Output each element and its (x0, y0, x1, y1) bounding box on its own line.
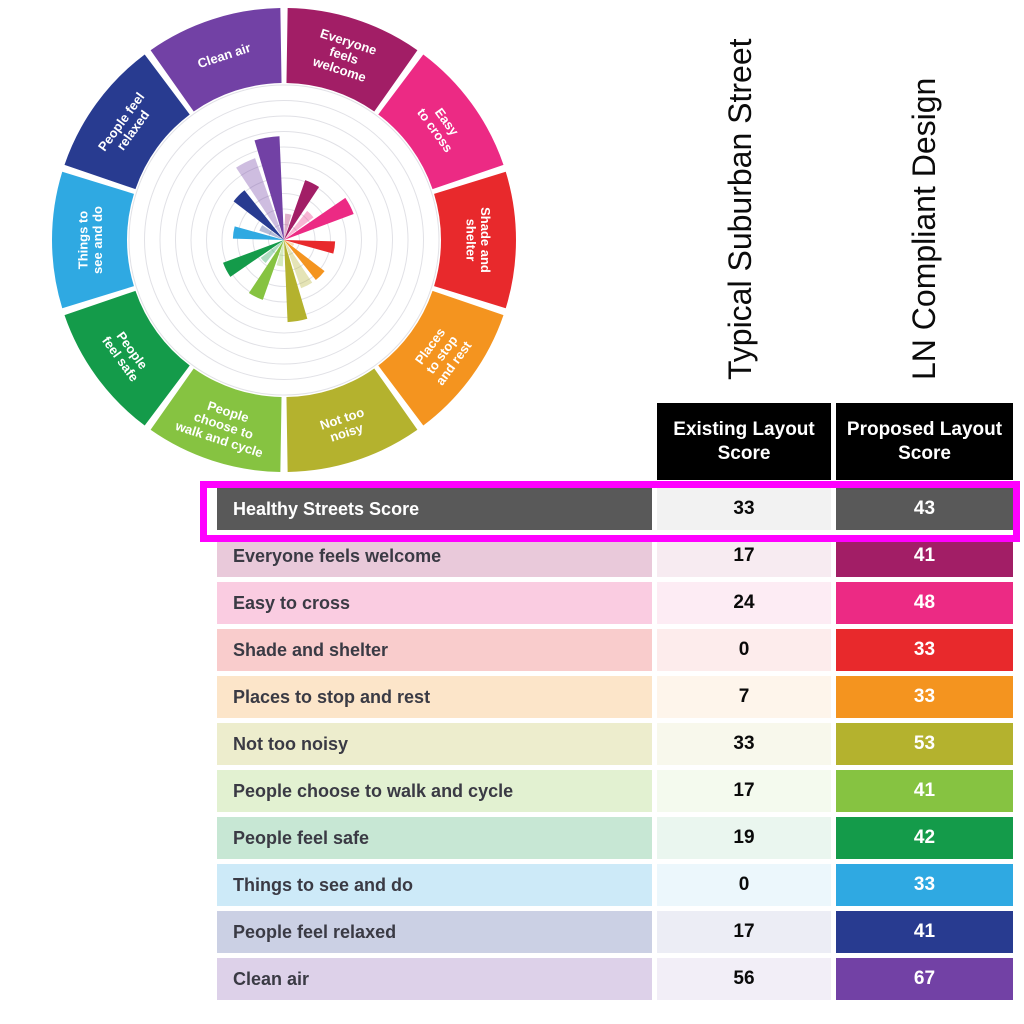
wheel-bar-proposed-people-feel-safe (223, 240, 284, 277)
row-label-shade-and-shelter: Shade and shelter (217, 629, 652, 671)
wheel-bar-existing-everyone-feels-welcome (284, 213, 292, 240)
wheel-segment-everyone-feels-welcome (286, 8, 418, 112)
wheel-segment-things-to-see-and-do (52, 171, 134, 309)
wheel-bar-proposed-things-to-see-and-do (232, 226, 284, 240)
row-label-people-choose-to-walk-and-cycle: People choose to walk and cycle (217, 770, 652, 812)
proposed-score-people-feel-relaxed: 41 (836, 911, 1013, 953)
proposed-score-clean-air: 67 (836, 958, 1013, 1000)
row-label-everyone-feels-welcome: Everyone feels welcome (217, 535, 652, 577)
table-row-everyone-feels-welcome: Everyone feels welcome 17 41 (217, 535, 1013, 577)
existing-score-things-to-see-and-do: 0 (657, 864, 831, 906)
table-row-clean-air: Clean air 56 67 (217, 958, 1013, 1000)
wheel-segment-easy-to-cross (378, 54, 504, 190)
wheel-grid-ring (128, 84, 440, 396)
col-header-proposed-layout-score: Proposed Layout Score (836, 403, 1013, 480)
score-table: Existing Layout Score Proposed Layout Sc… (200, 403, 1020, 1000)
row-label-easy-to-cross: Easy to cross (217, 582, 652, 624)
wheel-bar-existing-people-choose-to-walk-and-cycle (276, 240, 284, 267)
table-row-people-feel-safe: People feel safe 19 42 (217, 817, 1013, 859)
proposed-score-easy-to-cross: 48 (836, 582, 1013, 624)
table-row-people-choose-to-walk-and-cycle: People choose to walk and cycle 17 41 (217, 770, 1013, 812)
wheel-grid-ring (206, 162, 362, 318)
proposed-score-things-to-see-and-do: 33 (836, 864, 1013, 906)
row-label-healthy-streets-score: Healthy Streets Score (217, 488, 652, 530)
wheel-bar-proposed-clean-air (254, 136, 284, 240)
proposed-score-places-to-stop-and-rest: 33 (836, 676, 1013, 718)
wheel-bar-existing-not-too-noisy (284, 240, 313, 289)
existing-score-everyone-feels-welcome: 17 (657, 535, 831, 577)
wheel-bar-proposed-shade-and-shelter (284, 240, 336, 254)
proposed-score-healthy-streets-score: 43 (836, 488, 1013, 530)
wheel-segment-people-choose-to-walk-and-cycle (150, 368, 282, 472)
table-body: Healthy Streets Score 33 43 Everyone feels … (217, 488, 1013, 1000)
existing-score-not-too-noisy: 33 (657, 723, 831, 765)
wheel-grid-ring (268, 224, 300, 256)
wheel-grid-ring (144, 100, 424, 380)
wheel-segment-places-to-stop-and-rest (378, 290, 504, 426)
wheel-segment-label-things-to-see-and-do: Things tosee and do (75, 206, 105, 274)
wheel-grid-ring (190, 146, 378, 334)
table-row-people-feel-relaxed: People feel relaxed 17 41 (217, 911, 1013, 953)
wheel-segment-label-shade-and-shelter: Shade andshelter (464, 207, 494, 273)
wheel-bar-existing-people-feel-relaxed (259, 225, 284, 240)
wheel-bar-proposed-not-too-noisy (284, 240, 308, 323)
table-row-healthy-streets-score: Healthy Streets Score 33 43 (217, 488, 1013, 530)
existing-score-clean-air: 56 (657, 958, 831, 1000)
proposed-score-shade-and-shelter: 33 (836, 629, 1013, 671)
row-label-clean-air: Clean air (217, 958, 652, 1000)
wheel-bar-proposed-easy-to-cross (284, 197, 354, 240)
row-label-things-to-see-and-do: Things to see and do (217, 864, 652, 906)
col-header-existing-layout-score: Existing Layout Score (657, 403, 831, 480)
proposed-score-people-choose-to-walk-and-cycle: 41 (836, 770, 1013, 812)
header-spacer (217, 403, 652, 480)
row-label-places-to-stop-and-rest: Places to stop and rest (217, 676, 652, 718)
wheel-bar-proposed-people-feel-relaxed (233, 190, 284, 240)
wheel-grid-ring (159, 115, 409, 365)
existing-score-healthy-streets-score: 33 (657, 488, 831, 530)
table-header-row: Existing Layout Score Proposed Layout Sc… (217, 403, 1013, 480)
wheel-bar-existing-clean-air (236, 158, 284, 240)
column-annotation-typical-suburban-street: Typical Suburban Street (722, 38, 758, 380)
wheel-segment-people-feel-relaxed (64, 54, 190, 190)
existing-score-people-choose-to-walk-and-cycle: 17 (657, 770, 831, 812)
wheel-bar-proposed-people-choose-to-walk-and-cycle (248, 240, 284, 300)
wheel-bar-existing-people-feel-safe (260, 240, 284, 264)
existing-score-easy-to-cross: 24 (657, 582, 831, 624)
wheel-grid-ring (221, 177, 347, 303)
row-label-people-feel-safe: People feel safe (217, 817, 652, 859)
wheel-segment-clean-air (150, 8, 282, 112)
wheel-segment-people-feel-safe (64, 290, 190, 426)
wheel-bar-proposed-everyone-feels-welcome (284, 180, 320, 240)
column-annotation-ln-compliant-design: LN Compliant Design (906, 77, 942, 380)
existing-score-shade-and-shelter: 0 (657, 629, 831, 671)
wheel-bar-existing-easy-to-cross (284, 210, 314, 240)
row-label-people-feel-relaxed: People feel relaxed (217, 911, 652, 953)
row-label-not-too-noisy: Not too noisy (217, 723, 652, 765)
table-row-places-to-stop-and-rest: Places to stop and rest 7 33 (217, 676, 1013, 718)
table-row-things-to-see-and-do: Things to see and do 0 33 (217, 864, 1013, 906)
proposed-score-not-too-noisy: 53 (836, 723, 1013, 765)
table-row-shade-and-shelter: Shade and shelter 0 33 (217, 629, 1013, 671)
proposed-score-everyone-feels-welcome: 41 (836, 535, 1013, 577)
existing-score-people-feel-safe: 19 (657, 817, 831, 859)
proposed-score-people-feel-safe: 42 (836, 817, 1013, 859)
wheel-grid-ring (252, 208, 316, 272)
wheel-grid-ring (175, 131, 393, 349)
table-row-not-too-noisy: Not too noisy 33 53 (217, 723, 1013, 765)
wheel-segment-not-too-noisy (286, 368, 418, 472)
wheel-segment-shade-and-shelter (434, 171, 516, 309)
wheel-bar-existing-places-to-stop-and-rest (284, 240, 295, 247)
wheel-bar-proposed-places-to-stop-and-rest (284, 240, 325, 281)
existing-score-people-feel-relaxed: 17 (657, 911, 831, 953)
wheel-grid-ring (237, 193, 331, 287)
existing-score-places-to-stop-and-rest: 7 (657, 676, 831, 718)
table-row-easy-to-cross: Easy to cross 24 48 (217, 582, 1013, 624)
